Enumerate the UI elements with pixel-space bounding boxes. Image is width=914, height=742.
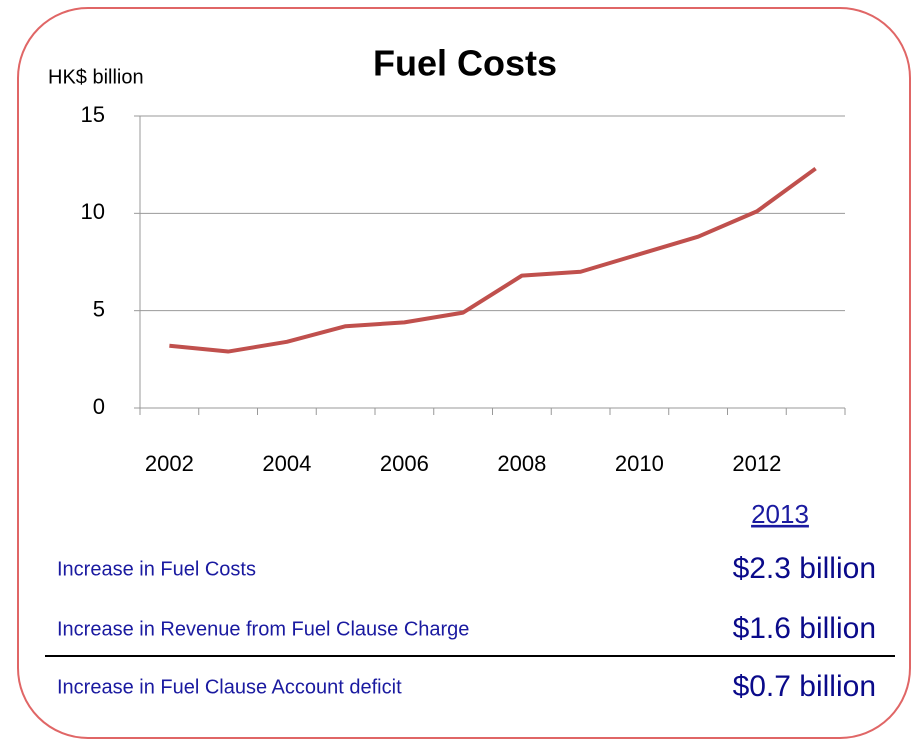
data-line bbox=[169, 166, 817, 354]
row-label: Increase in Revenue from Fuel Clause Cha… bbox=[57, 618, 469, 640]
row-value: $1.6 billion bbox=[733, 612, 876, 645]
y-tick-label: 0 bbox=[93, 394, 105, 419]
x-tick-label: 2006 bbox=[380, 451, 429, 476]
x-tick-label: 2002 bbox=[145, 451, 194, 476]
row-value: $0.7 billion bbox=[733, 670, 876, 703]
row-label: Increase in Fuel Costs bbox=[57, 558, 256, 580]
y-tick-label: 5 bbox=[93, 296, 105, 321]
row-label: Increase in Fuel Clause Account deficit bbox=[57, 676, 402, 698]
table-header: 2013 bbox=[751, 499, 809, 529]
x-tick-label: 2008 bbox=[497, 451, 546, 476]
x-tick-label: 2012 bbox=[732, 451, 781, 476]
y-tick-label: 10 bbox=[81, 199, 105, 224]
row-value: $2.3 billion bbox=[733, 552, 876, 585]
x-tick-label: 2010 bbox=[615, 451, 664, 476]
chart-title: Fuel Costs bbox=[373, 43, 557, 84]
x-tick-label: 2004 bbox=[262, 451, 311, 476]
y-tick-label: 15 bbox=[81, 102, 105, 127]
y-axis-label: HK$ billion bbox=[48, 66, 144, 88]
frame bbox=[17, 7, 911, 739]
